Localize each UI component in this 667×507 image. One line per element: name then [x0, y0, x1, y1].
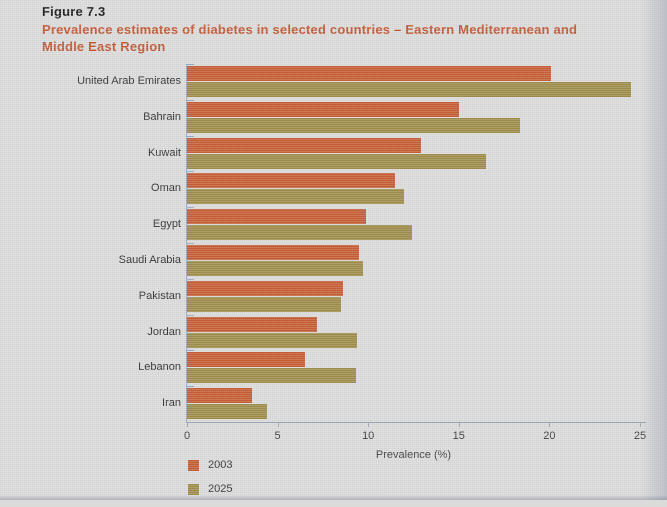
y-axis-group-tick	[187, 171, 194, 173]
x-axis-tick	[640, 422, 641, 427]
legend-item-2003: 2003	[188, 459, 232, 471]
x-tick-label: 5	[274, 430, 281, 442]
bar-2025-iran	[187, 404, 267, 420]
bar-2003-saudi-arabia	[187, 245, 360, 260]
x-tick-label: 20	[543, 430, 556, 442]
chart-title: Prevalence estimates of diabetes in sele…	[42, 21, 632, 55]
x-axis-line	[186, 422, 646, 423]
x-tick-label: 10	[362, 430, 375, 442]
x-axis-tick	[187, 422, 188, 427]
country-label: Saudi Arabia	[118, 254, 181, 266]
country-label: Egypt	[152, 218, 181, 231]
legend: 2003 2025	[188, 459, 232, 507]
country-label: Oman	[151, 182, 181, 195]
page-bottom-shadow	[0, 495, 667, 500]
x-tick-label: 25	[633, 430, 647, 442]
y-axis-group-tick	[187, 422, 194, 423]
x-axis-tick	[458, 422, 460, 427]
bar-2003-united-arab-emirates	[187, 66, 552, 81]
legend-swatch-2003	[188, 459, 199, 471]
x-axis-tick	[368, 422, 370, 427]
bar-2025-pakistan	[187, 296, 342, 312]
legend-label-2025: 2025	[208, 483, 233, 495]
bar-2025-bahrain	[187, 117, 521, 133]
bar-2003-lebanon	[187, 352, 305, 368]
country-label: Jordan	[147, 325, 181, 338]
legend-item-2025: 2025	[188, 483, 232, 495]
bar-2025-kuwait	[187, 153, 486, 169]
bar-2025-united-arab-emirates	[187, 82, 631, 97]
bar-2003-bahrain	[187, 101, 459, 117]
bar-2025-oman	[187, 189, 405, 205]
chart-title-line-2: Middle East Region	[42, 39, 166, 54]
y-axis-line	[186, 64, 187, 422]
y-axis-group-tick	[187, 64, 194, 65]
bar-2003-iran	[187, 388, 253, 404]
country-label: Iran	[162, 397, 181, 410]
x-axis-tick	[549, 422, 551, 427]
bar-2025-jordan	[187, 332, 358, 348]
y-axis-group-tick	[187, 314, 194, 316]
country-label: Lebanon	[138, 361, 181, 374]
y-axis-group-tick	[187, 386, 194, 388]
figure-label: Figure 7.3	[42, 4, 106, 19]
legend-label-2003: 2003	[208, 459, 233, 471]
page-edge-shadow	[641, 0, 667, 500]
legend-swatch-2025	[188, 483, 199, 495]
y-axis-group-tick	[187, 135, 194, 137]
chart-title-line-1: Prevalence estimates of diabetes in sele…	[42, 22, 578, 37]
country-label: Pakistan	[138, 289, 181, 302]
y-axis-group-tick	[187, 278, 194, 280]
bar-2003-oman	[187, 173, 396, 189]
bar-2003-jordan	[187, 316, 318, 332]
x-tick-label: 0	[183, 430, 191, 442]
bar-2003-pakistan	[187, 280, 343, 296]
y-axis-group-tick	[187, 99, 194, 101]
bar-2025-egypt	[187, 225, 412, 241]
country-label: Kuwait	[147, 146, 181, 159]
y-axis-group-tick	[187, 350, 194, 352]
x-axis-tick	[277, 422, 279, 427]
bar-2003-egypt	[187, 209, 367, 225]
country-label: United Arab Emirates	[77, 75, 181, 87]
y-axis-group-tick	[187, 243, 194, 244]
bar-2025-saudi-arabia	[187, 261, 363, 276]
bar-2025-lebanon	[187, 368, 356, 384]
bar-2003-kuwait	[187, 137, 421, 153]
y-axis-group-tick	[187, 207, 194, 209]
country-label: Bahrain	[143, 110, 181, 123]
x-tick-label: 15	[452, 430, 465, 442]
x-axis-label: Prevalence (%)	[375, 449, 452, 461]
